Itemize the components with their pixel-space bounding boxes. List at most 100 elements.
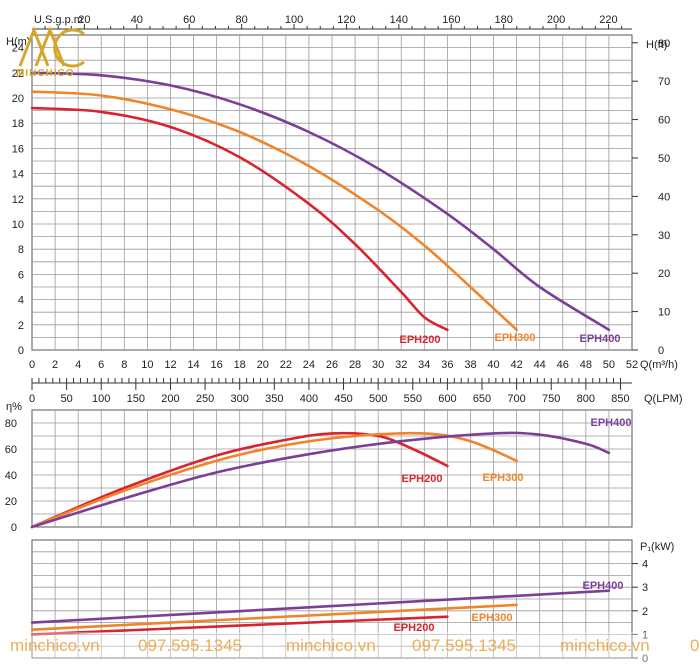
q-tick: 16 xyxy=(210,359,222,371)
head-ft-tick: 60 xyxy=(658,115,670,127)
q-tick: 34 xyxy=(418,359,430,371)
watermark-site: minchico.vn xyxy=(286,636,376,655)
q-tick: 36 xyxy=(441,359,453,371)
head-y-tick: 22 xyxy=(12,68,24,80)
watermark-site: minchico.vn xyxy=(10,636,100,655)
eff-series-label: EPH400 xyxy=(591,417,632,429)
head-curve-eph300 xyxy=(30,90,518,332)
power-series-label: EPH300 xyxy=(472,612,513,624)
gpm-tick: 220 xyxy=(599,14,617,26)
lpm-tick: 600 xyxy=(438,393,456,405)
gpm-tick: 80 xyxy=(236,14,248,26)
head-curve-eph200 xyxy=(30,106,449,332)
power-y-axis-label: P₁(kW) xyxy=(640,541,674,553)
watermark-phone: 097.595.1345 xyxy=(138,636,242,655)
lpm-tick: 500 xyxy=(369,393,387,405)
lpm-tick: 550 xyxy=(404,393,422,405)
brand-logo xyxy=(14,22,96,86)
head-series-label: EPH300 xyxy=(495,332,536,344)
lpm-tick: 350 xyxy=(265,393,283,405)
q-tick: 48 xyxy=(580,359,592,371)
q-tick: 20 xyxy=(257,359,269,371)
power-y-tick: 3 xyxy=(642,582,648,594)
eff-y-axis-label: η% xyxy=(6,401,22,413)
head-y-tick: 24 xyxy=(12,43,24,55)
q-tick: 8 xyxy=(121,359,127,371)
gpm-tick: 60 xyxy=(183,14,195,26)
brand-name: MINCHICO xyxy=(16,68,75,79)
head-series-label: EPH200 xyxy=(400,334,441,346)
head-y-tick: 16 xyxy=(12,143,24,155)
q-tick: 50 xyxy=(603,359,615,371)
q-tick: 12 xyxy=(164,359,176,371)
gpm-axis-label: U.S.g.p.m xyxy=(34,14,83,26)
watermark-phone: 097.595.1345 xyxy=(412,636,516,655)
head-y-tick: 20 xyxy=(12,93,24,105)
head-ft-tick: 80 xyxy=(658,38,670,50)
power-series-label: EPH400 xyxy=(583,580,624,592)
gpm-tick: 20 xyxy=(78,14,90,26)
head-y-tick: 8 xyxy=(18,244,24,256)
eff-curve-eph400 xyxy=(30,431,611,529)
power-curve-eph200 xyxy=(30,615,449,636)
q-tick: 6 xyxy=(98,359,104,371)
watermark-fragment: 0 xyxy=(690,636,700,655)
lpm-tick: 50 xyxy=(60,393,72,405)
q-tick: 44 xyxy=(534,359,546,371)
head-curve-eph400 xyxy=(30,71,611,332)
lpm-tick: 450 xyxy=(334,393,352,405)
q-tick: 42 xyxy=(510,359,522,371)
q-tick: 14 xyxy=(187,359,199,371)
head-ft-tick: 20 xyxy=(658,268,670,280)
eff-series-label: EPH300 xyxy=(483,472,524,484)
q-tick: 38 xyxy=(464,359,476,371)
head-y-tick: 2 xyxy=(18,320,24,332)
head-ft-axis-label: H(ft) xyxy=(646,39,667,51)
power-y-tick: 0 xyxy=(642,653,648,665)
head-y-tick: 14 xyxy=(12,169,24,181)
q-tick: 26 xyxy=(326,359,338,371)
q-axis-label: Q(m³/h) xyxy=(640,359,678,371)
watermark-band xyxy=(0,632,700,672)
head-ft-tick: 40 xyxy=(658,191,670,203)
lpm-tick: 200 xyxy=(161,393,179,405)
eff-y-tick: 0 xyxy=(11,522,17,534)
lpm-tick: 150 xyxy=(127,393,145,405)
q-tick: 40 xyxy=(487,359,499,371)
power-y-tick: 4 xyxy=(642,559,648,571)
lpm-tick: 100 xyxy=(92,393,110,405)
lpm-tick: 650 xyxy=(473,393,491,405)
lpm-tick: 700 xyxy=(507,393,525,405)
head-y-tick: 18 xyxy=(12,118,24,130)
gpm-tick: 200 xyxy=(547,14,565,26)
q-tick: 28 xyxy=(349,359,361,371)
q-tick: 4 xyxy=(75,359,81,371)
head-y-axis-label: H(m) xyxy=(6,36,30,48)
power-curve-eph300 xyxy=(30,603,518,631)
power-series-label: EPH200 xyxy=(394,622,435,634)
q-tick: 52 xyxy=(626,359,638,371)
brand-logo-mark-icon xyxy=(18,25,85,68)
gpm-tick: 120 xyxy=(337,14,355,26)
lpm-tick: 750 xyxy=(542,393,560,405)
eff-series-label: EPH200 xyxy=(402,473,443,485)
eff-y-tick: 20 xyxy=(5,496,17,508)
q-tick: 46 xyxy=(557,359,569,371)
lpm-tick: 300 xyxy=(231,393,249,405)
watermark-site: minchico.vn xyxy=(560,636,650,655)
power-y-tick: 1 xyxy=(642,629,648,641)
eff-y-tick: 60 xyxy=(5,444,17,456)
q-tick: 22 xyxy=(280,359,292,371)
gpm-tick: 180 xyxy=(494,14,512,26)
power-curve-eph400 xyxy=(30,589,611,624)
lpm-tick: 250 xyxy=(196,393,214,405)
head-y-tick: 6 xyxy=(18,269,24,281)
lpm-tick: 0 xyxy=(29,393,35,405)
head-ft-tick: 10 xyxy=(658,307,670,319)
head-y-tick: 12 xyxy=(12,194,24,206)
gpm-tick: 160 xyxy=(442,14,460,26)
gpm-tick: 140 xyxy=(390,14,408,26)
gpm-tick: 100 xyxy=(285,14,303,26)
eff-curve-eph300 xyxy=(30,431,518,529)
